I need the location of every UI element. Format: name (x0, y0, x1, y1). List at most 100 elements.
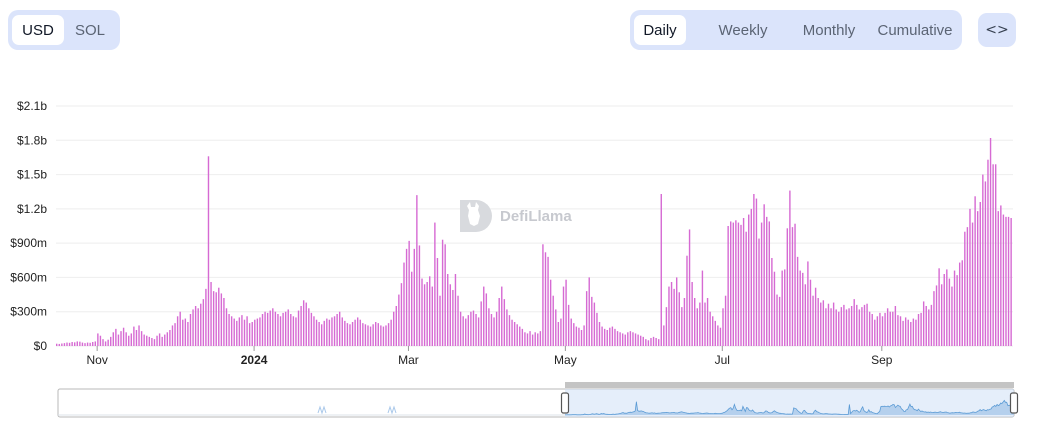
bar (848, 308, 850, 346)
bar (560, 318, 562, 346)
bar (346, 323, 349, 346)
bar (200, 303, 202, 346)
bar (341, 317, 343, 346)
bar (624, 334, 626, 346)
bar (290, 314, 292, 346)
bar (868, 311, 871, 346)
bar (773, 271, 776, 346)
bar (269, 310, 271, 346)
bar (210, 282, 212, 346)
period-cumulative-button[interactable]: Cumulative (877, 21, 953, 39)
bar (876, 316, 879, 346)
bar (490, 314, 493, 346)
bar (189, 314, 192, 346)
bar (634, 333, 637, 346)
bar (555, 309, 557, 346)
bar (637, 334, 639, 346)
period-monthly-button[interactable]: Monthly (802, 21, 856, 39)
bar (822, 300, 825, 346)
bar (920, 312, 922, 346)
bar (89, 342, 91, 346)
bar (156, 335, 158, 346)
bar (202, 299, 205, 346)
brush-handle[interactable] (1009, 392, 1019, 414)
y-tick-label: $1.2b (17, 202, 47, 216)
brush-overview-mark (387, 405, 397, 415)
bar (1002, 214, 1005, 346)
bar (722, 308, 724, 346)
bar (308, 308, 310, 346)
bar (256, 318, 259, 346)
bar (796, 256, 799, 346)
bar (318, 322, 320, 346)
bar (609, 327, 611, 346)
bar (907, 319, 909, 346)
currency-toggle: USD SOL (8, 10, 120, 50)
x-tick-label: May (554, 353, 577, 367)
bar (233, 318, 235, 346)
bar (966, 227, 969, 346)
bar (194, 306, 197, 346)
bar (694, 298, 696, 346)
bar (130, 333, 133, 346)
bar (575, 326, 578, 346)
bar (405, 248, 408, 346)
bar (184, 318, 187, 346)
brush-overview-area (565, 400, 1014, 415)
bar (279, 316, 282, 346)
embed-code-button[interactable]: <> (978, 13, 1016, 47)
bar (449, 284, 452, 346)
bar (953, 270, 956, 346)
y-tick-label: $900m (10, 236, 47, 250)
bar (994, 164, 997, 346)
period-daily-button[interactable]: Daily (634, 15, 686, 45)
bar (704, 302, 706, 346)
bar (503, 299, 506, 346)
range-brush[interactable] (57, 382, 1019, 418)
bar (230, 316, 233, 346)
bar (760, 222, 763, 346)
bar (910, 322, 912, 346)
bar (431, 286, 434, 346)
bar-series (56, 138, 1012, 346)
currency-usd-button[interactable]: USD (12, 15, 64, 45)
bar (462, 316, 464, 346)
bar (961, 260, 963, 346)
period-weekly-button[interactable]: Weekly (718, 21, 768, 39)
bar (292, 316, 295, 346)
bar (678, 292, 680, 346)
bar (989, 138, 992, 346)
bar (254, 319, 256, 346)
bar (899, 316, 902, 346)
bar (915, 319, 917, 346)
bar (169, 330, 171, 346)
bar (480, 301, 482, 346)
currency-sol-button[interactable]: SOL (74, 21, 105, 39)
bar (390, 319, 392, 346)
bar (447, 274, 449, 346)
bar (976, 211, 979, 346)
bar (519, 326, 521, 346)
bar (627, 332, 629, 346)
bar (547, 256, 549, 346)
bar (879, 312, 881, 346)
bar (138, 325, 140, 346)
bar (205, 288, 207, 346)
bar (748, 214, 750, 346)
bar (614, 328, 616, 346)
bar (606, 330, 608, 346)
x-tick-label: Mar (398, 353, 419, 367)
brush-handle[interactable] (560, 392, 570, 414)
bar (642, 336, 644, 346)
bar (151, 338, 153, 346)
bar (573, 323, 575, 346)
bar (413, 248, 415, 346)
bar (766, 216, 768, 346)
y-tick-label: $0 (34, 339, 48, 353)
bar (300, 306, 302, 346)
bar (598, 322, 601, 346)
bar (650, 338, 652, 346)
y-tick-label: $2.1b (17, 99, 47, 113)
brush-move-handle[interactable] (565, 382, 1014, 388)
bar (529, 331, 531, 346)
